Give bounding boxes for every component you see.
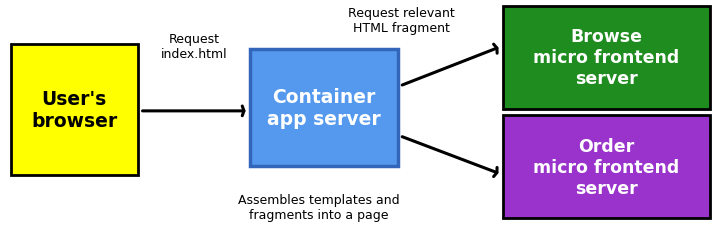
Text: Order
micro frontend
server: Order micro frontend server <box>533 137 680 197</box>
FancyBboxPatch shape <box>503 116 710 218</box>
FancyBboxPatch shape <box>503 7 710 109</box>
Text: Request
index.html: Request index.html <box>161 33 227 61</box>
Text: Assembles templates and
fragments into a page: Assembles templates and fragments into a… <box>237 194 400 221</box>
FancyBboxPatch shape <box>250 50 398 166</box>
Text: User's
browser: User's browser <box>31 90 117 131</box>
Text: Request relevant
HTML fragment: Request relevant HTML fragment <box>348 7 455 35</box>
Text: Container
app server: Container app server <box>267 88 381 128</box>
FancyBboxPatch shape <box>11 45 138 176</box>
Text: Browse
micro frontend
server: Browse micro frontend server <box>533 28 680 88</box>
